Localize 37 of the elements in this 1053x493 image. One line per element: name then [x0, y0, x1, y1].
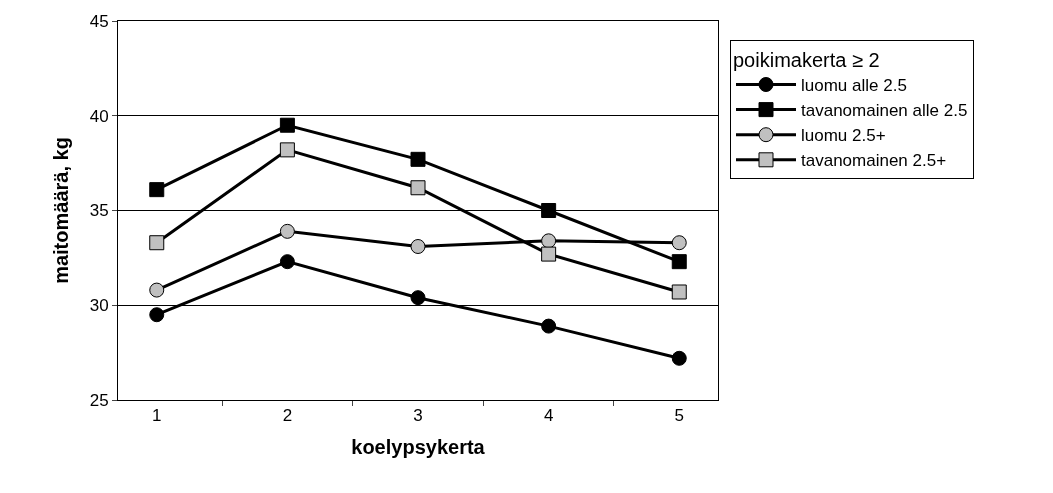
- x-tick-label: 1: [152, 406, 162, 426]
- point: [149, 307, 165, 323]
- point: [279, 254, 295, 270]
- point: [149, 282, 165, 298]
- point: [541, 233, 557, 249]
- point: [410, 239, 426, 254]
- x-tick-label: 4: [543, 406, 554, 426]
- point: [279, 223, 295, 239]
- point: [410, 151, 426, 167]
- point: [149, 235, 165, 251]
- legend-label: tavanomainen 2.5+: [801, 151, 947, 171]
- y-tick-label: 45: [89, 11, 109, 31]
- point: [410, 180, 426, 196]
- x-tick-label: 5: [674, 406, 684, 426]
- y-tick-label: 30: [89, 296, 109, 316]
- y-tick-label: 40: [89, 106, 109, 126]
- point: [541, 203, 557, 218]
- y-tick-label: 35: [89, 201, 109, 221]
- legend-title: poikimakerta ≥ 2: [733, 48, 880, 71]
- legend-label: tavanomainen alle 2.5: [801, 101, 968, 121]
- point: [279, 142, 295, 158]
- point: [279, 117, 295, 133]
- y-tick-label: 25: [89, 390, 109, 410]
- point: [671, 235, 687, 251]
- y-axis-title: maitomäärä, kg: [50, 137, 73, 284]
- point: [671, 284, 687, 300]
- legend-label: luomu alle 2.5: [801, 76, 907, 96]
- x-tick-label: 3: [413, 406, 423, 426]
- point: [149, 182, 165, 198]
- point: [541, 246, 557, 262]
- legend-label: luomu 2.5+: [801, 126, 886, 146]
- point: [671, 254, 687, 270]
- point: [410, 290, 426, 306]
- point: [541, 318, 557, 334]
- x-tick-label: 2: [282, 406, 293, 426]
- point: [671, 350, 687, 366]
- x-axis-title: koelypsykerta: [351, 435, 486, 458]
